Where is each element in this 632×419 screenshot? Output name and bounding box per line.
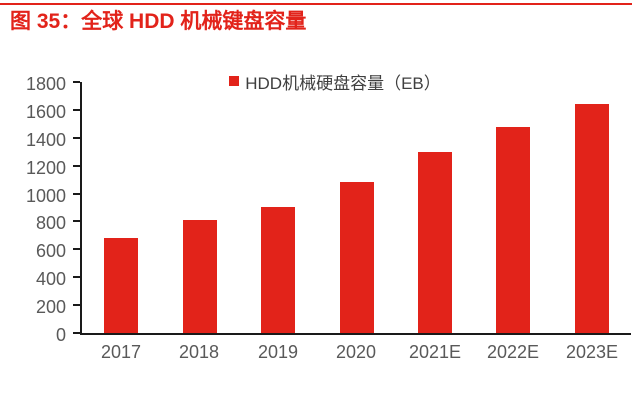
x-tick-label: 2021E (408, 342, 462, 362)
x-tick-label: 2020 (335, 342, 377, 362)
bar-2020 (340, 182, 374, 333)
figure-title: 图 35：全球 HDD 机械键盘容量 (10, 10, 307, 33)
bar-2022E (496, 127, 530, 333)
y-tick-mark (73, 192, 80, 195)
y-tick-label: 1800 (25, 74, 66, 94)
x-tick-label: 2018 (178, 342, 220, 362)
bar-2018 (183, 220, 217, 333)
y-tick-label: 1400 (25, 129, 66, 150)
y-tick-label: 400 (35, 269, 66, 290)
bar-2017 (104, 238, 138, 333)
bar-2023E (575, 104, 609, 333)
x-tick-label: 2023E (565, 342, 619, 362)
x-tick-label: 2019 (257, 342, 299, 362)
y-tick-mark (73, 164, 80, 167)
y-tick-label: 1200 (25, 157, 66, 178)
y-tick-mark (73, 332, 80, 334)
y-tick-mark (73, 108, 80, 111)
y-tick-mark (73, 136, 80, 139)
legend-swatch-icon (229, 76, 240, 86)
legend: HDD机械硬盘容量（EB） (80, 71, 590, 93)
y-tick-mark (73, 220, 80, 223)
y-tick-label: 1600 (25, 101, 66, 122)
x-tick-label: 2017 (100, 342, 142, 362)
y-tick-label: 800 (35, 213, 66, 234)
y-tick-label: 0 (55, 325, 66, 345)
plot-area: 1800 1600 1400 1200 1000 800 600 400 200 0 2017 201… (26, 75, 631, 361)
y-tick-mark (73, 304, 80, 307)
y-tick-label: 1000 (25, 185, 66, 206)
y-tick-label: 200 (35, 297, 66, 318)
y-tick-label: 600 (35, 241, 66, 262)
y-tick-mark (73, 276, 80, 279)
legend-label: HDD机械硬盘容量（EB） (245, 73, 441, 93)
bar-2021E (418, 152, 452, 333)
x-tick-label: 2022E (486, 342, 540, 362)
y-tick-mark (73, 81, 80, 83)
y-tick-mark (73, 248, 80, 251)
top-rule-divider (0, 3, 632, 5)
bar-2019 (261, 207, 295, 333)
